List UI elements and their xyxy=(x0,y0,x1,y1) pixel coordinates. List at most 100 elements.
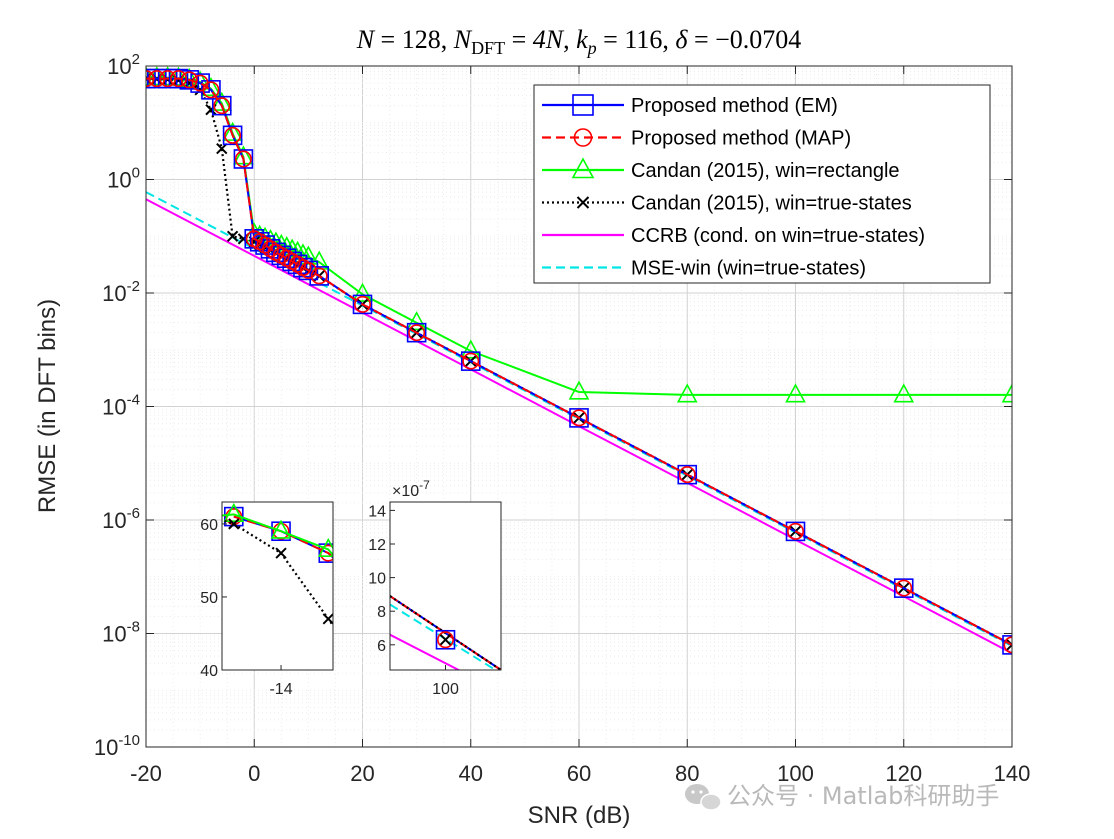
inset-right-series-4 xyxy=(390,633,461,670)
point-proposed-method-em-8 xyxy=(222,125,243,146)
inset-right-series-6 xyxy=(437,631,454,649)
inset-left-point-2-1 xyxy=(223,502,245,522)
x-tick-labels: -20 0 20 40 60 80 100 120 140 xyxy=(130,761,1030,786)
inset-right-series-2 xyxy=(390,595,501,670)
point-proposed-method-map-28 xyxy=(895,579,913,597)
inset-left-line-1 xyxy=(233,515,333,559)
inset-right-line-2 xyxy=(390,595,501,670)
legend-marker xyxy=(571,157,595,179)
legend-label: MSE-win (win=true-states) xyxy=(631,258,866,280)
inset-left-point-1-1 xyxy=(272,522,290,540)
point-proposed-method-map-7 xyxy=(213,97,231,115)
point-proposed-method-em-27 xyxy=(785,521,806,542)
point-proposed-method-map-2 xyxy=(159,70,177,88)
y-tick-label-1e2: 102 xyxy=(107,51,140,79)
y-tick-label-1e-4: 10-4 xyxy=(102,392,140,420)
inset-right-series-3 xyxy=(390,603,498,670)
point-proposed-method-em-4 xyxy=(179,70,200,90)
point-proposed-method-em-28 xyxy=(893,578,914,598)
series-line-proposed-method-map xyxy=(146,77,1012,646)
x-tick-label-40: 40 xyxy=(459,761,483,786)
legend-label: Candan (2015), win=true-states xyxy=(631,193,912,215)
watermark-text: 公众号 · Matlab科研助手 xyxy=(727,782,999,810)
point-proposed-method-map-24 xyxy=(462,352,480,370)
x-tick-label-80: 80 xyxy=(675,761,699,786)
legend-marker xyxy=(576,196,590,209)
point-proposed-method-map-26 xyxy=(678,466,696,484)
inset-left-frame xyxy=(221,501,334,671)
y-axis-label: RMSE (in DFT bins) xyxy=(34,299,61,513)
inset-right-background xyxy=(390,502,501,670)
point-proposed-method-em-29 xyxy=(1002,635,1012,655)
point-proposed-method-map-1 xyxy=(148,70,166,88)
point-candan-2015-win-rectangle-1 xyxy=(146,66,168,86)
inset-right-zoom: 100 6 8 10 12 14 ×10-7 xyxy=(368,478,502,698)
inset-left-y-tick-label: 40 xyxy=(200,663,218,680)
point-candan-2015-win-rectangle-7 xyxy=(211,91,233,111)
point-proposed-method-em-9 xyxy=(233,149,254,169)
inset-right-y-tick-label: 14 xyxy=(368,503,386,520)
point-candan-2015-win-rectangle-23 xyxy=(406,311,427,331)
inset-left-point-3-2 xyxy=(275,547,287,559)
point-candan-2015-win-rectangle-27 xyxy=(785,383,806,403)
point-proposed-method-em-22 xyxy=(352,294,373,315)
inset-right-y-tick-label: 8 xyxy=(377,604,386,621)
point-proposed-method-map-22 xyxy=(354,295,371,313)
inset-right-series-1 xyxy=(390,595,501,670)
legend-label: Candan (2015), win=rectangle xyxy=(631,160,900,182)
inset-right-y-tick-label: 10 xyxy=(368,571,386,588)
inset-left-point-3-1 xyxy=(228,518,240,530)
inset-left-x-tick-label: -14 xyxy=(269,681,292,698)
point-proposed-method-map-3 xyxy=(170,70,187,88)
x-tick-label-140: 140 xyxy=(994,761,1031,786)
inset-right-y-tick-label: 6 xyxy=(377,638,386,655)
point-candan-2015-win-rectangle-25 xyxy=(568,380,590,400)
legend-item-ccrb-cond-on-win-true-states: CCRB (cond. on win=true-states) xyxy=(542,225,925,247)
inset-right-x-tick-label: 100 xyxy=(432,681,459,698)
x-tick-label-100: 100 xyxy=(777,761,814,786)
series-proposed-method-map xyxy=(146,70,1012,654)
y-tick-labels: 102 100 10-2 10-4 10-6 10-8 10-10 xyxy=(94,51,140,760)
series-group xyxy=(146,66,1012,655)
inset-left-point-3-3 xyxy=(322,613,333,625)
point-proposed-method-em-24 xyxy=(460,351,481,371)
point-candan-2015-win-true-states-29 xyxy=(1006,639,1012,651)
legend-item-candan-2015-win-true-states: Candan (2015), win=true-states xyxy=(542,193,912,215)
legend-item-proposed-method-map: Proposed method (MAP) xyxy=(542,128,851,150)
inset-left-y-tick-label: 60 xyxy=(200,517,218,534)
inset-left-point-0-2 xyxy=(318,543,333,563)
inset-right-point-7-0 xyxy=(439,634,452,646)
point-candan-2015-win-rectangle-29 xyxy=(1001,383,1012,403)
legend-marker xyxy=(573,128,593,147)
y-tick-label-1e0: 100 xyxy=(107,165,140,193)
point-candan-2015-win-true-states-7 xyxy=(216,142,228,155)
inset-right-point-6-0 xyxy=(437,631,454,649)
inset-right-line-4 xyxy=(390,633,461,670)
point-proposed-method-em-3 xyxy=(168,68,189,89)
point-candan-2015-win-rectangle-26 xyxy=(676,383,698,403)
point-proposed-method-map-4 xyxy=(180,71,198,89)
y-tick-label-1e-8: 10-8 xyxy=(102,619,140,647)
point-candan-2015-win-rectangle-28 xyxy=(893,383,915,403)
point-proposed-method-map-8 xyxy=(224,126,242,144)
point-candan-2015-win-rectangle-0 xyxy=(146,66,157,86)
point-proposed-method-map-23 xyxy=(408,324,426,342)
legend-item-candan-2015-win-rectangle: Candan (2015), win=rectangle xyxy=(542,157,900,182)
point-proposed-method-map-20 xyxy=(299,261,317,279)
legend: Proposed method (EM) Proposed method (MAP… xyxy=(533,84,991,284)
watermark: 公众号 · Matlab科研助手 xyxy=(685,782,999,811)
y-tick-label-1e-2: 10-2 xyxy=(102,278,140,306)
y-tick-label-1e-6: 10-6 xyxy=(102,505,140,533)
axis-ticks xyxy=(145,65,1013,748)
point-proposed-method-map-25 xyxy=(570,409,588,427)
chart-title: N = 128, NDFT = 4N, kp = 116, δ = −0.070… xyxy=(356,25,802,58)
point-candan-2015-win-rectangle-8 xyxy=(222,121,243,141)
point-candan-2015-win-rectangle-22 xyxy=(352,282,373,302)
inset-right-exponent: ×10-7 xyxy=(392,478,430,500)
point-proposed-method-em-25 xyxy=(569,408,589,428)
inset-right-line-3 xyxy=(390,603,498,670)
point-proposed-method-em-26 xyxy=(677,464,698,485)
x-tick-label-0: 0 xyxy=(248,761,260,786)
inset-right-y-tick-label: 12 xyxy=(368,537,386,554)
